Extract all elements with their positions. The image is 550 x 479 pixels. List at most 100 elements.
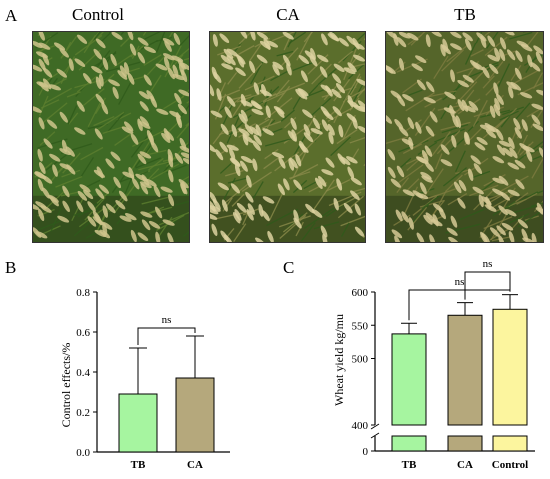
wheat-ear xyxy=(140,182,149,195)
leaf-stroke xyxy=(241,171,272,192)
wheat-ear xyxy=(489,227,500,237)
wheat-ear xyxy=(423,97,436,104)
wheat-ear xyxy=(74,127,86,135)
leaf-stroke xyxy=(266,208,299,227)
wheat-ear xyxy=(98,73,104,87)
wheat-ear xyxy=(489,63,499,74)
wheat-ear xyxy=(515,50,523,63)
leaf-stroke xyxy=(398,164,424,184)
wheat-ear xyxy=(37,148,43,162)
wheat-ear xyxy=(514,127,522,139)
wheat-ear xyxy=(141,219,151,231)
leaf-stroke xyxy=(94,32,104,41)
wheat-ear xyxy=(531,103,543,110)
wheat-ear xyxy=(226,55,236,66)
wheat-ear xyxy=(221,199,228,212)
wheat-ear xyxy=(412,190,424,199)
wheat-ear xyxy=(421,175,433,183)
wheat-ear xyxy=(311,209,323,218)
wheat-ear xyxy=(38,117,45,130)
wheat-ear xyxy=(494,97,501,111)
leaf-stroke xyxy=(276,50,294,57)
wheat-ear xyxy=(245,191,254,203)
significance-bracket xyxy=(464,271,511,300)
wheat-ear xyxy=(499,48,506,62)
leaf-stroke xyxy=(330,136,351,157)
wheat-ear xyxy=(240,160,248,172)
wheat-ear xyxy=(310,128,323,135)
wheat-ear xyxy=(531,232,537,242)
wheat-ear xyxy=(457,99,465,112)
wheat-ear xyxy=(162,53,175,61)
wheat-ear xyxy=(180,182,188,195)
leaf-stroke xyxy=(219,162,232,174)
wheat-ear xyxy=(259,89,272,97)
wheat-ear xyxy=(320,225,328,238)
leaf-stroke xyxy=(183,57,189,61)
leaf-stroke xyxy=(288,32,307,45)
wheat-ear xyxy=(127,72,135,85)
wheat-ear xyxy=(535,207,543,215)
wheat-ear xyxy=(293,217,302,229)
leaf-stroke xyxy=(80,157,95,178)
wheat-ear xyxy=(259,40,271,50)
wheat-ear xyxy=(223,48,234,59)
wheat-ear xyxy=(507,189,520,197)
wheat-ear xyxy=(38,58,46,71)
y-tick-label: 0.0 xyxy=(76,447,90,459)
panel-a-letter: A xyxy=(5,6,18,25)
leaf-stroke xyxy=(481,179,497,192)
wheat-ear xyxy=(239,32,248,39)
leaf-stroke xyxy=(499,175,529,193)
wheat-ear xyxy=(150,140,159,153)
wheat-ear xyxy=(119,65,127,78)
leaf-stroke xyxy=(386,136,408,144)
wheat-ear xyxy=(98,184,110,194)
wheat-ear xyxy=(250,100,262,110)
significance-label: ns xyxy=(455,276,465,288)
leaf-stroke xyxy=(101,32,113,42)
wheat-ear xyxy=(172,64,179,78)
leaf-stroke xyxy=(66,91,81,98)
wheat-ear xyxy=(38,208,45,222)
wheat-ear xyxy=(49,153,61,162)
wheat-ear xyxy=(168,154,174,168)
wheat-ear xyxy=(288,158,295,171)
wheat-ear xyxy=(112,86,119,100)
wheat-ear xyxy=(252,140,261,152)
wheat-ear xyxy=(180,69,188,83)
wheat-ear xyxy=(402,189,415,197)
wheat-ear xyxy=(168,193,175,207)
wheat-ear xyxy=(164,40,172,52)
wheat-ear xyxy=(210,213,218,220)
wheat-ear xyxy=(494,47,501,60)
wheat-ear xyxy=(346,113,357,123)
wheat-ear xyxy=(146,129,153,143)
y-tick-label: 0.6 xyxy=(76,327,90,339)
wheat-ear xyxy=(509,147,518,159)
wheat-ear xyxy=(127,32,134,41)
wheat-ear xyxy=(416,156,428,164)
wheat-ear xyxy=(333,197,339,211)
wheat-ear xyxy=(49,196,59,207)
wheat-ear xyxy=(286,63,292,76)
x-tick-label: CA xyxy=(187,459,203,471)
wheat-ear xyxy=(322,233,328,242)
y-tick-label: 600 xyxy=(352,287,369,299)
leaf-stroke xyxy=(500,115,511,128)
leaf-stroke xyxy=(357,32,365,41)
wheat-ear xyxy=(501,222,514,231)
wheat-ear xyxy=(163,56,170,70)
wheat-ear xyxy=(179,137,187,150)
leaf-stroke xyxy=(311,63,332,85)
leaf-stroke xyxy=(78,207,105,228)
leaf-stroke xyxy=(111,171,128,194)
wheat-ear xyxy=(94,229,107,238)
panel-b-letter: B xyxy=(5,258,17,277)
wheat-ear xyxy=(174,92,182,105)
leaf-stroke xyxy=(39,102,68,126)
wheat-ear xyxy=(95,188,105,199)
wheat-ear xyxy=(303,124,311,136)
leaf-stroke xyxy=(93,115,115,127)
wheat-ear xyxy=(440,159,453,167)
